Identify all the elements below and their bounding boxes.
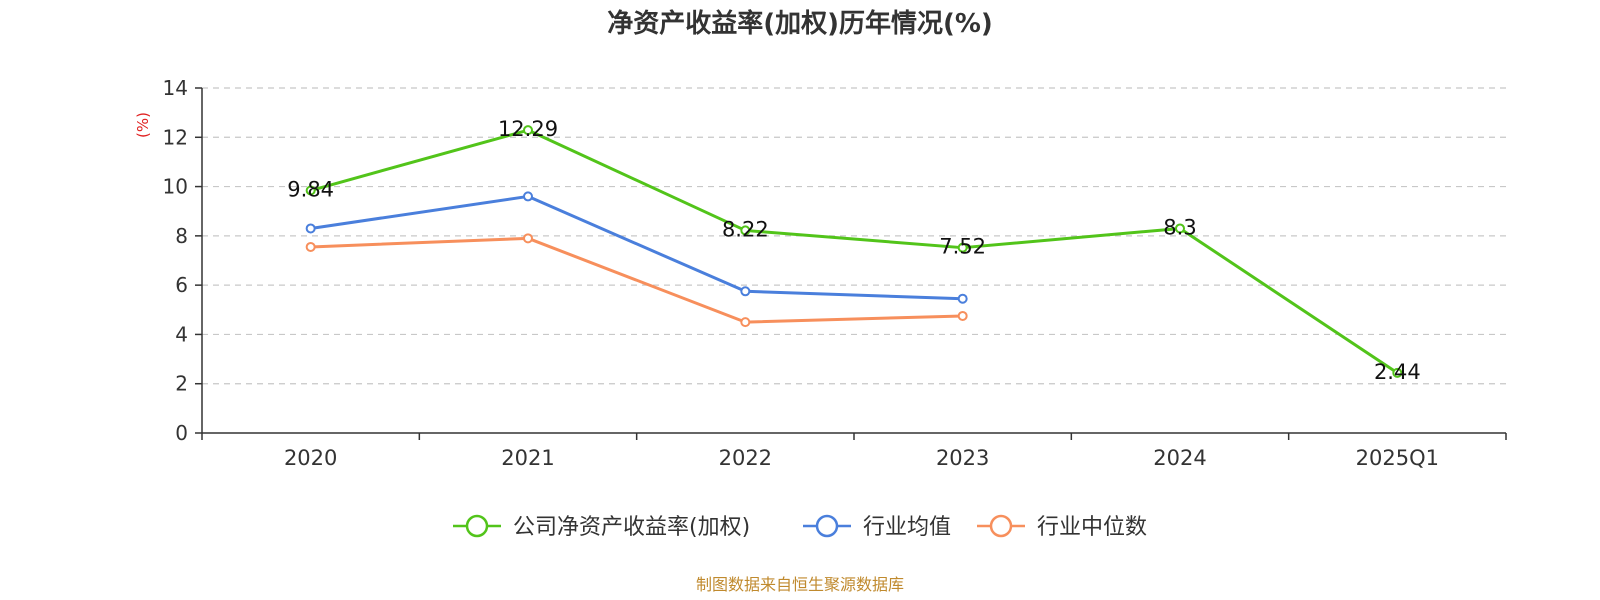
data-labels: 9.84 12.29 8.22 7.52 8.3 2.44 [287,117,1420,384]
x-tick-label: 2022 [719,446,772,470]
data-point [523,233,533,244]
data-point [957,310,968,321]
series-line [310,128,1399,375]
legend[interactable]: 公司净资产收益率(加权) 行业均值 行业中位数 [453,514,1147,540]
data-point [957,293,968,304]
data-label: 7.52 [939,235,986,259]
legend-item[interactable]: 行业均值 [803,514,951,540]
legend-swatch-marker [989,514,1013,538]
data-point [305,185,316,196]
legend-item[interactable]: 公司净资产收益率(加权) [453,514,750,540]
legend-label: 公司净资产收益率(加权) [513,515,750,540]
source-note: 制图数据来自恒生聚源数据库 [696,575,904,594]
data-point [1392,367,1403,378]
legend-label: 行业均值 [863,515,951,540]
series-line [310,194,963,301]
y-tick-label: 0 [175,421,188,445]
y-axis-label: (%) [134,112,152,138]
data-point [957,242,968,253]
y-tick-label: 8 [175,224,188,248]
data-point [740,225,751,236]
y-tick-label: 6 [175,273,188,297]
x-tick-label: 2024 [1153,446,1206,470]
chart-title: 净资产收益率(加权)历年情况(%) [607,8,993,39]
data-label: 9.84 [287,178,334,202]
data-point [305,241,316,252]
legend-swatch-marker [815,514,839,538]
legend-swatch-marker [465,514,489,538]
data-label: 8.22 [722,217,769,241]
data-point [1175,223,1185,234]
x-tick-label: 2020 [284,446,337,470]
y-tick-label: 10 [163,175,188,199]
y-tick-label: 14 [163,76,188,100]
data-label: 8.3 [1163,215,1196,239]
data-label: 12.29 [498,117,558,141]
legend-item[interactable]: 行业中位数 [977,514,1147,540]
data-label: 2.44 [1374,360,1421,384]
data-point [740,286,751,297]
x-tick-label: 2021 [501,446,554,470]
x-tick-label: 2023 [936,446,989,470]
gridlines [202,87,1506,385]
y-tick-label: 2 [175,372,188,396]
x-tick-label: 2025Q1 [1356,446,1439,470]
series-line [310,236,963,324]
series-lines [305,125,1403,378]
y-tick-label: 12 [163,125,188,149]
legend-label: 行业中位数 [1037,515,1147,540]
axes: 0 2 4 6 8 10 12 14 2020 2021 2022 2023 2024 2025Q1 [163,76,1507,470]
data-point [523,191,533,202]
data-point [740,317,751,328]
y-tick-label: 4 [175,322,188,346]
data-point [523,125,533,136]
data-point [305,223,316,234]
